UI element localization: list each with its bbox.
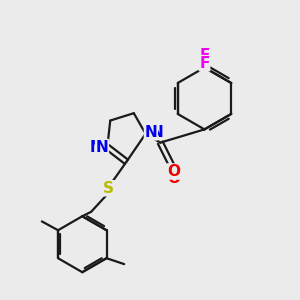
Text: O: O (167, 164, 180, 179)
Text: N: N (151, 125, 164, 140)
Text: S: S (103, 181, 114, 196)
Text: S: S (103, 181, 115, 196)
Text: N: N (145, 125, 157, 140)
Text: N: N (89, 140, 102, 154)
Text: F: F (199, 48, 210, 63)
Text: N: N (96, 140, 108, 154)
Text: O: O (167, 172, 180, 187)
Text: F: F (199, 56, 210, 70)
